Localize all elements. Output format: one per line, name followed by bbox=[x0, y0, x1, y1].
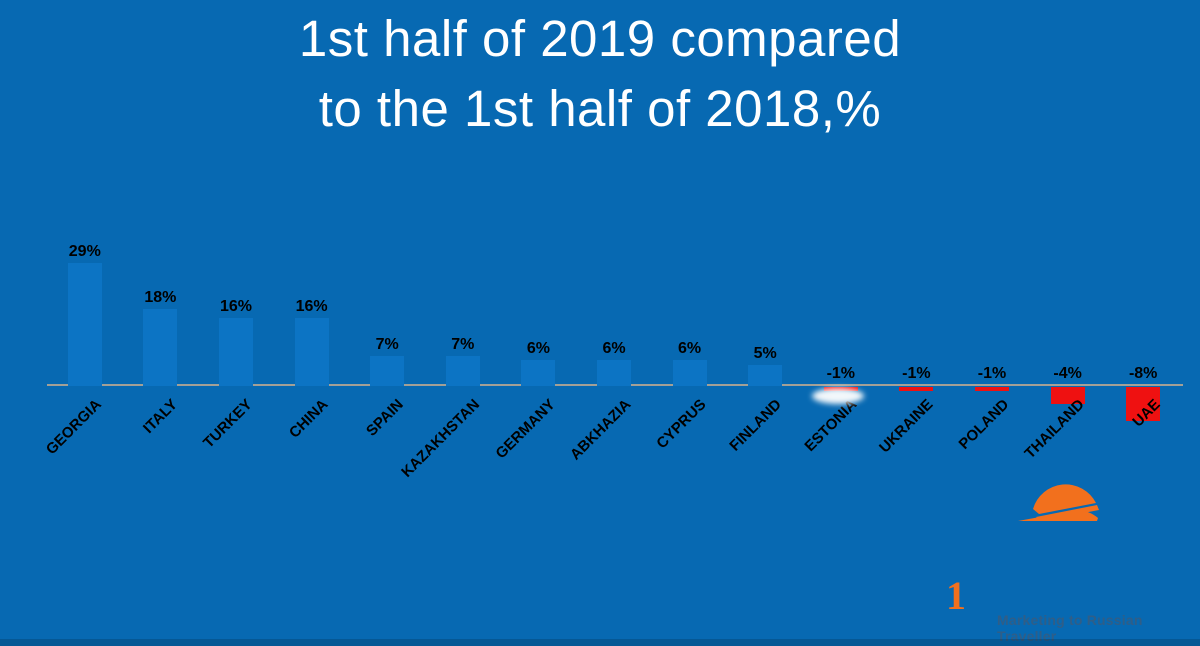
category-label-china: CHINA bbox=[286, 396, 332, 442]
category-label-cyprus: CYPRUS bbox=[653, 396, 710, 453]
bar-kazakhstan bbox=[445, 356, 480, 386]
value-label-italy: 18% bbox=[144, 289, 177, 306]
bar-finland bbox=[748, 365, 783, 386]
value-label-ukraine: -1% bbox=[902, 365, 931, 382]
logo-arch-shape bbox=[1033, 484, 1096, 514]
bar-poland bbox=[975, 387, 1009, 391]
category-label-abkhazia: ABKHAZIA bbox=[566, 396, 635, 464]
sun-swoosh-logo-icon bbox=[1018, 484, 1099, 521]
value-label-turkey: 16% bbox=[219, 298, 253, 315]
bar-abkhazia bbox=[597, 360, 631, 386]
bar-italy bbox=[143, 309, 178, 386]
category-label-kazakhstan: KAZAKHSTAN bbox=[397, 396, 483, 481]
logo-swoosh-shape bbox=[1018, 510, 1098, 521]
category-label-ukraine: UKRAINE bbox=[876, 396, 937, 457]
value-label-georgia: 29% bbox=[68, 243, 101, 260]
value-label-uae: -8% bbox=[1128, 365, 1158, 382]
chart-title: 1st half of 2019 compared to the 1st hal… bbox=[0, 4, 1200, 144]
bar-georgia bbox=[67, 263, 102, 386]
bar-thailand bbox=[1050, 387, 1085, 404]
bar-cyprus bbox=[672, 360, 707, 386]
footer-tagline: Marketing to Russian Traveller bbox=[997, 612, 1143, 644]
bar-germany bbox=[521, 360, 556, 386]
estonia-white-smudge bbox=[812, 388, 864, 404]
value-label-estonia: -1% bbox=[826, 365, 856, 382]
value-label-cyprus: 6% bbox=[678, 340, 702, 357]
chart-title-line1: 1st half of 2019 compared bbox=[298, 10, 902, 67]
bar-turkey bbox=[219, 318, 253, 386]
category-label-spain: SPAIN bbox=[363, 396, 408, 440]
category-label-estonia: ESTONIA bbox=[801, 396, 861, 455]
category-label-turkey: TURKEY bbox=[200, 396, 257, 452]
category-label-finland: FINLAND bbox=[726, 396, 786, 455]
category-label-thailand: THAILAND bbox=[1021, 396, 1088, 463]
page-number: 1 bbox=[946, 573, 966, 618]
value-label-kazakhstan: 7% bbox=[451, 336, 475, 353]
category-label-germany: GERMANY bbox=[492, 396, 559, 463]
value-label-china: 16% bbox=[295, 298, 328, 315]
bar-ukraine bbox=[899, 387, 934, 391]
category-label-poland: POLAND bbox=[955, 396, 1013, 453]
category-label-georgia: GEORGIA bbox=[42, 396, 105, 459]
bar-spain bbox=[370, 356, 405, 386]
chart-title-line2: to the 1st half of 2018,% bbox=[318, 80, 882, 137]
bar-uae bbox=[1126, 387, 1161, 421]
value-label-germany: 6% bbox=[526, 340, 550, 357]
category-label-italy: ITALY bbox=[139, 396, 181, 437]
value-label-finland: 5% bbox=[753, 345, 777, 362]
value-label-abkhazia: 6% bbox=[602, 340, 626, 357]
bar-china bbox=[294, 318, 329, 386]
value-label-thailand: -4% bbox=[1053, 365, 1082, 382]
value-label-poland: -1% bbox=[977, 365, 1007, 382]
bottom-edge-strip bbox=[0, 639, 1200, 646]
value-label-spain: 7% bbox=[375, 336, 399, 353]
